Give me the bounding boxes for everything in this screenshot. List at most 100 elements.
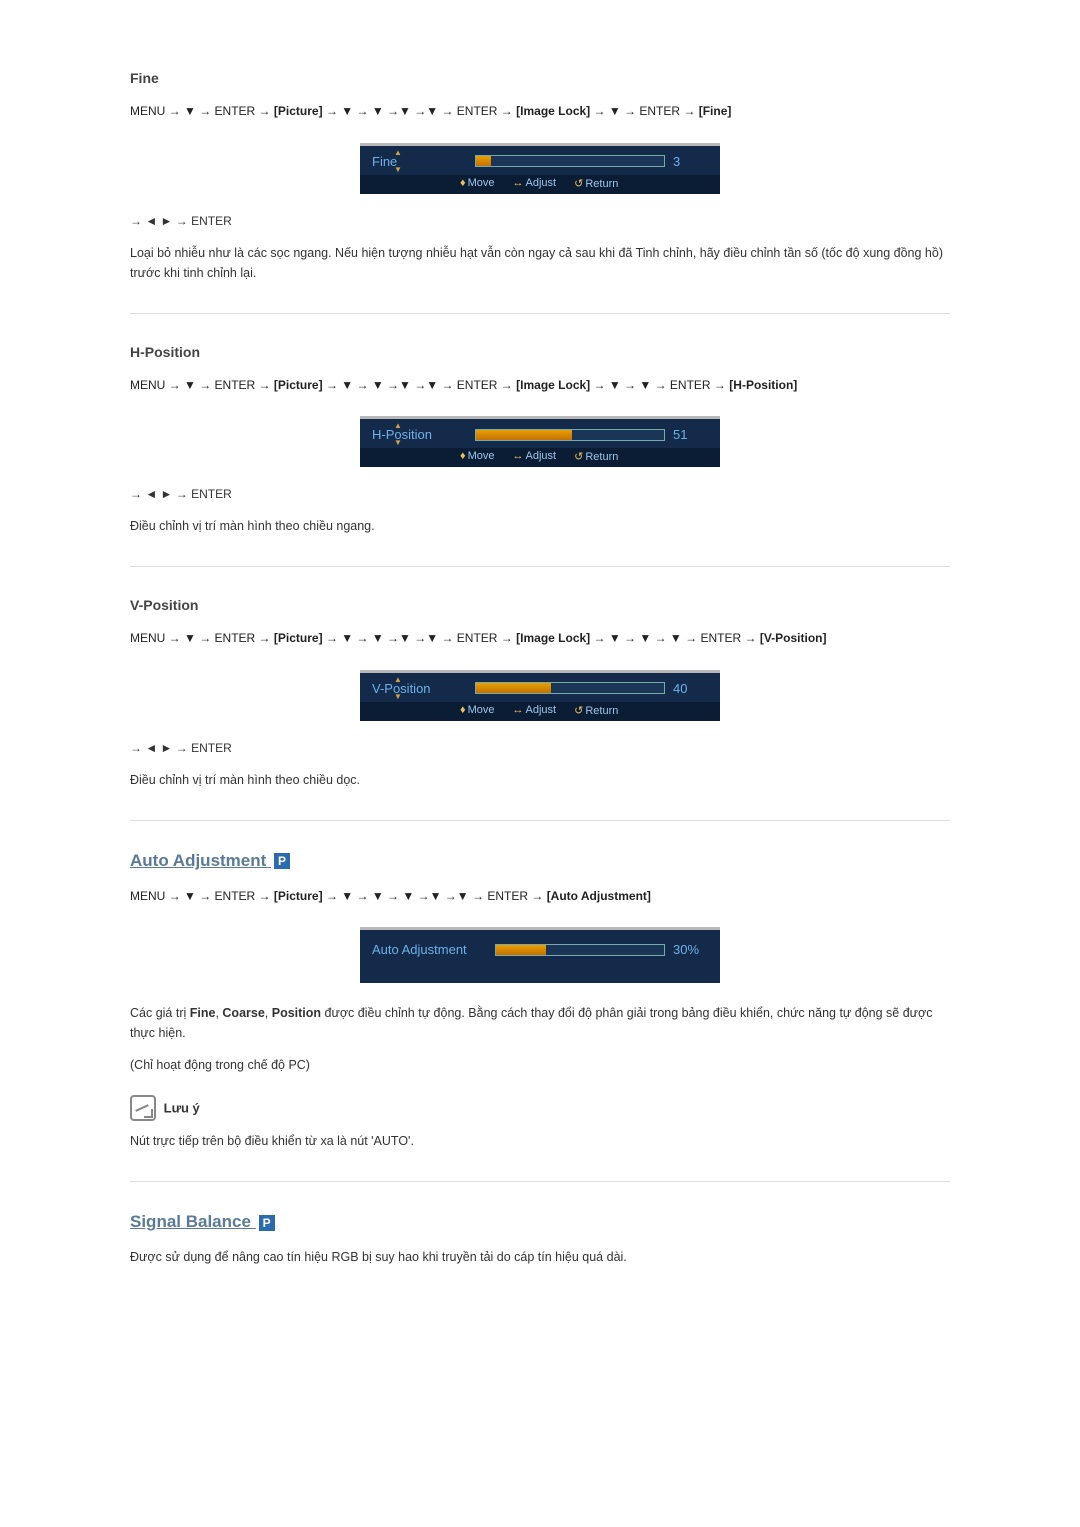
section-title-signal: Signal Balance P (130, 1212, 950, 1232)
osd-slider-fill (476, 683, 551, 693)
footer-return: ↺Return (574, 450, 618, 463)
divider (130, 820, 950, 821)
osd-hpos: ▲ H-Position ▼ 51 ♦Move ↔Adjust ↺Return (360, 416, 720, 467)
arrow-up-icon: ▲ (394, 148, 402, 157)
osd-footer: ♦Move ↔Adjust ↺Return (360, 702, 720, 721)
osd-value: 40 (673, 681, 708, 696)
note-text: Nút trực tiếp trên bộ điều khiển từ xa l… (130, 1131, 950, 1151)
footer-move: ♦Move (460, 450, 495, 463)
menu-path-fine: MENU → ▼ → ENTER → [Picture] → ▼ → ▼ →▼ … (130, 101, 950, 123)
osd-slider[interactable] (475, 429, 665, 441)
osd-slider-fill (476, 430, 572, 440)
footer-return: ↺Return (574, 704, 618, 717)
path-text: MENU → ▼ → ENTER → (130, 378, 271, 392)
path-text: MENU → ▼ → ENTER → (130, 889, 271, 903)
bold-fine: Fine (190, 1006, 216, 1020)
osd-fine: ▲ Fine ▼ 3 ♦Move ↔Adjust ↺Return (360, 143, 720, 194)
text: , (265, 1006, 272, 1020)
osd-value: 51 (673, 427, 708, 442)
osd-slider-fill (476, 156, 491, 166)
text: Các giá trị (130, 1006, 190, 1020)
path-text: → ▼ → ▼ → ▼ →▼ →▼ → ENTER → (326, 889, 543, 903)
nav-after-vpos: → ◄ ► → ENTER (130, 741, 950, 755)
desc-auto: Các giá trị Fine, Coarse, Position được … (130, 1003, 950, 1043)
nav-after-hpos: → ◄ ► → ENTER (130, 487, 950, 501)
pc-badge-icon: P (274, 853, 290, 869)
note-icon (130, 1095, 156, 1121)
path-text: → ▼ → ENTER → (594, 104, 696, 118)
osd-value: 3 (673, 154, 708, 169)
section-title-vpos: V-Position (130, 597, 950, 613)
path-label-picture: [Picture] (274, 104, 323, 118)
osd-vpos: ▲ V-Position ▼ 40 ♦Move ↔Adjust ↺Return (360, 670, 720, 721)
title-text: Auto Adjustment (130, 851, 266, 870)
bold-coarse: Coarse (222, 1006, 264, 1020)
divider (130, 566, 950, 567)
osd-label: ▲ V-Position ▼ (372, 681, 467, 696)
desc-signal: Được sử dụng để nâng cao tín hiệu RGB bị… (130, 1247, 950, 1267)
pc-only-note: (Chỉ hoạt động trong chế độ PC) (130, 1055, 950, 1075)
osd-slider[interactable] (475, 682, 665, 694)
osd-box: Auto Adjustment 30% (360, 930, 720, 969)
path-text: MENU → ▼ → ENTER → (130, 104, 271, 118)
footer-adjust: ↔Adjust (513, 177, 557, 190)
path-label-hpos: [H-Position] (729, 378, 797, 392)
osd-box: ▲ H-Position ▼ 51 (360, 419, 720, 448)
divider (130, 313, 950, 314)
arrow-down-icon: ▼ (394, 165, 402, 174)
menu-path-hpos: MENU → ▼ → ENTER → [Picture] → ▼ → ▼ →▼ … (130, 375, 950, 397)
arrow-down-icon: ▼ (394, 692, 402, 701)
path-label-imagelock: [Image Lock] (516, 104, 590, 118)
osd-value: 30% (673, 942, 708, 957)
path-text: → ▼ → ▼ →▼ →▼ → ENTER → (326, 104, 513, 118)
osd-slider-fill (496, 945, 546, 955)
path-text: MENU → ▼ → ENTER → (130, 631, 271, 645)
path-label-imagelock: [Image Lock] (516, 378, 590, 392)
footer-adjust: ↔Adjust (513, 450, 557, 463)
desc-vpos: Điều chỉnh vị trí màn hình theo chiều dọ… (130, 770, 950, 790)
osd-bottom-pad (360, 969, 720, 983)
osd-footer: ♦Move ↔Adjust ↺Return (360, 175, 720, 194)
path-text: → ▼ → ▼ → ▼ → ENTER → (594, 631, 757, 645)
footer-move: ♦Move (460, 177, 495, 190)
title-text: Signal Balance (130, 1212, 251, 1231)
pc-badge-icon: P (259, 1215, 275, 1231)
divider (130, 1181, 950, 1182)
osd-slider (495, 944, 665, 956)
osd-label: ▲ Fine ▼ (372, 154, 467, 169)
arrow-up-icon: ▲ (394, 421, 402, 430)
path-label-vpos: [V-Position] (760, 631, 827, 645)
path-text: → ▼ → ▼ → ENTER → (594, 378, 726, 392)
path-label-picture: [Picture] (274, 631, 323, 645)
note-title: Lưu ý (164, 1101, 200, 1116)
bold-position: Position (272, 1006, 321, 1020)
path-label-picture: [Picture] (274, 889, 323, 903)
osd-label-text: Auto Adjustment (372, 942, 487, 957)
path-label-imagelock: [Image Lock] (516, 631, 590, 645)
menu-path-auto: MENU → ▼ → ENTER → [Picture] → ▼ → ▼ → ▼… (130, 886, 950, 908)
osd-footer: ♦Move ↔Adjust ↺Return (360, 448, 720, 467)
path-label-picture: [Picture] (274, 378, 323, 392)
note-block: Lưu ý (130, 1095, 950, 1121)
osd-auto: Auto Adjustment 30% (360, 927, 720, 983)
footer-adjust: ↔Adjust (513, 704, 557, 717)
section-title-fine: Fine (130, 70, 950, 86)
desc-hpos: Điều chỉnh vị trí màn hình theo chiều ng… (130, 516, 950, 536)
osd-label: ▲ H-Position ▼ (372, 427, 467, 442)
nav-after-fine: → ◄ ► → ENTER (130, 214, 950, 228)
arrow-down-icon: ▼ (394, 438, 402, 447)
path-text: → ▼ → ▼ →▼ →▼ → ENTER → (326, 378, 513, 392)
section-title-auto: Auto Adjustment P (130, 851, 950, 871)
menu-path-vpos: MENU → ▼ → ENTER → [Picture] → ▼ → ▼ →▼ … (130, 628, 950, 650)
osd-box: ▲ Fine ▼ 3 (360, 146, 720, 175)
desc-fine: Loại bỏ nhiễu như là các sọc ngang. Nếu … (130, 243, 950, 283)
footer-return: ↺Return (574, 177, 618, 190)
footer-move: ♦Move (460, 704, 495, 717)
osd-label-text: H-Position (372, 427, 432, 442)
path-text: → ▼ → ▼ →▼ →▼ → ENTER → (326, 631, 513, 645)
arrow-up-icon: ▲ (394, 675, 402, 684)
section-title-hpos: H-Position (130, 344, 950, 360)
path-label-fine: [Fine] (699, 104, 732, 118)
osd-slider[interactable] (475, 155, 665, 167)
path-label-auto: [Auto Adjustment] (547, 889, 651, 903)
